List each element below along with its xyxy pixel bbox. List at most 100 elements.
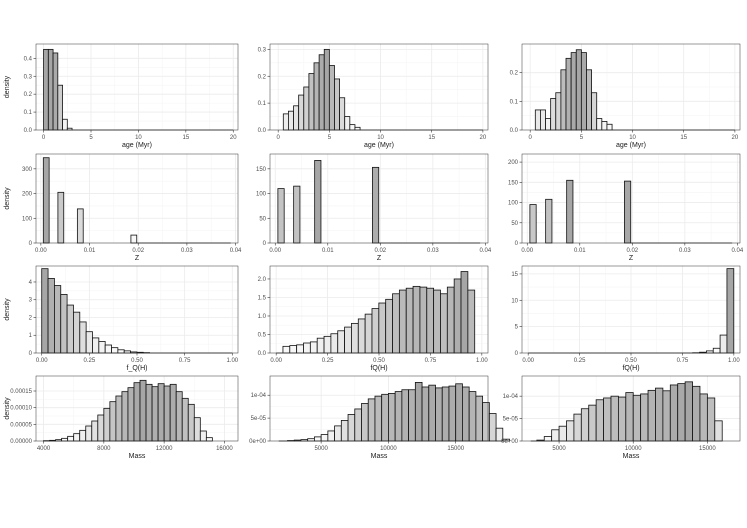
histogram-bar — [719, 334, 728, 354]
histogram-bar — [339, 97, 346, 131]
histogram-bar — [440, 293, 448, 354]
x-tick-label: 5000 — [314, 446, 328, 452]
histogram-bar — [277, 188, 285, 244]
histogram-bar — [364, 313, 373, 354]
x-tick-label: 0.50 — [373, 358, 385, 364]
x-tick-label: 10 — [135, 135, 142, 141]
histogram-bar — [625, 392, 634, 442]
histogram-bar — [85, 425, 93, 442]
histogram-bar — [705, 350, 714, 354]
histogram-panel-10: 4000 8000 12000 16000 0.00000 0.00005 0.00010 0… — [4, 375, 239, 460]
histogram-bar — [378, 302, 387, 354]
y-tick-label: 3 — [29, 298, 33, 304]
histogram-bar — [534, 109, 541, 131]
histogram-bar — [392, 293, 400, 354]
histogram-bar — [669, 384, 679, 442]
histogram-bar — [726, 268, 735, 354]
histogram-bar — [57, 191, 65, 244]
histogram-bar — [580, 408, 590, 442]
x-axis-label: f_Q(H) — [127, 365, 148, 372]
x-tick-label: 0.75 — [179, 358, 191, 364]
histogram-bar — [282, 113, 289, 131]
y-tick-label: 200 — [22, 192, 33, 198]
x-tick-label: 20 — [732, 135, 739, 141]
histogram-bar — [421, 386, 430, 442]
histogram-bar — [91, 420, 99, 442]
histogram-bar — [73, 433, 81, 442]
y-tick-label: 1e-04 — [503, 394, 519, 400]
histogram-bar — [714, 420, 723, 442]
histogram-bar — [573, 413, 582, 442]
x-axis-label: Mass — [371, 453, 388, 460]
histogram-bar — [601, 121, 608, 131]
histogram-bar — [349, 124, 356, 131]
histogram-bar — [66, 304, 74, 354]
x-tick-label: 20 — [230, 135, 237, 141]
y-tick-label: 0e+00 — [249, 439, 267, 445]
histogram-bar — [320, 434, 329, 442]
histogram-bar — [130, 234, 138, 244]
panel-border — [521, 43, 741, 131]
histogram-bar — [187, 403, 195, 442]
x-tick-label: 0 — [42, 135, 46, 141]
histogram-bar — [591, 92, 598, 131]
y-tick-label: 100 — [508, 201, 519, 207]
histogram-bar — [344, 326, 352, 354]
histogram-bar — [97, 414, 105, 442]
histogram-bar — [433, 289, 441, 354]
histogram-bar — [351, 322, 359, 354]
y-tick-label: 0.0 — [24, 128, 33, 134]
histogram-bar — [610, 395, 619, 442]
histogram-bar — [323, 335, 332, 354]
x-tick-label: 0.03 — [679, 248, 691, 254]
y-tick-label: 15 — [511, 272, 518, 278]
x-tick-label: 0.01 — [574, 248, 586, 254]
histogram-bar — [313, 62, 320, 131]
x-tick-label: 0.00 — [35, 248, 47, 254]
y-tick-label: 0.1 — [510, 99, 519, 105]
histogram-bar — [632, 394, 642, 442]
y-tick-label: 0.2 — [24, 92, 33, 98]
x-axis-label: Z — [377, 255, 382, 262]
histogram-bar — [98, 341, 106, 354]
histogram-bar — [502, 438, 510, 442]
histogram-bar — [199, 430, 207, 442]
x-axis-label: fQ(H) — [622, 365, 639, 372]
y-tick-label: 0 — [29, 241, 33, 247]
histogram-bar — [712, 347, 721, 354]
histogram-bar — [467, 289, 476, 354]
x-tick-label: 15 — [680, 135, 687, 141]
histogram-bar — [43, 48, 49, 131]
x-tick-label: 1.00 — [226, 358, 238, 364]
y-tick-label: 5e-05 — [503, 417, 519, 423]
histogram-bar — [385, 298, 393, 354]
x-axis-label: Mass — [623, 453, 640, 460]
histogram-bar — [151, 386, 159, 442]
x-tick-label: 0 — [529, 135, 533, 141]
panel-border — [521, 153, 741, 244]
histogram-bar — [347, 414, 356, 442]
histogram-bar — [529, 204, 537, 244]
histogram-bar — [340, 420, 349, 442]
histogram-bar — [441, 386, 450, 442]
histogram-bar — [62, 118, 68, 131]
histogram-bar — [79, 321, 87, 354]
histogram-bar — [121, 391, 129, 442]
y-tick-label: 50 — [259, 216, 266, 222]
histogram-bar — [414, 382, 423, 442]
histogram-bar — [293, 185, 301, 244]
histogram-bar — [475, 395, 484, 442]
histogram-bar — [309, 341, 318, 354]
x-tick-label: 5 — [328, 135, 332, 141]
histogram-bar — [289, 345, 298, 354]
x-axis-label: age (Myr) — [364, 142, 394, 149]
histogram-bar — [327, 430, 335, 442]
histogram-bar — [303, 86, 310, 131]
histogram-bar — [640, 393, 649, 442]
y-tick-label: 1e-04 — [251, 393, 267, 399]
histogram-bar — [405, 287, 414, 354]
x-tick-label: 0.50 — [131, 358, 143, 364]
histogram-bar — [42, 157, 50, 244]
histogram-bar — [169, 383, 177, 442]
